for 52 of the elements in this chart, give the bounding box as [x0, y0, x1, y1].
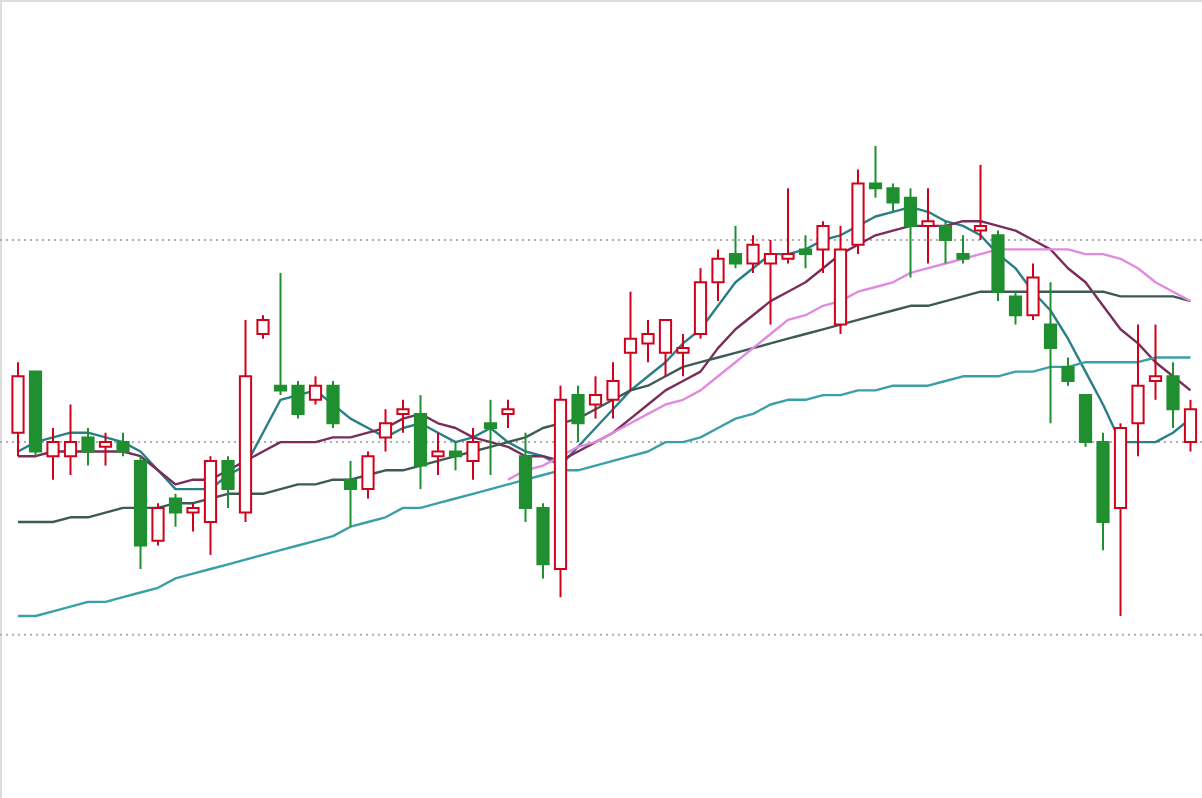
candlestick [1008, 290, 1023, 326]
candlestick [1061, 356, 1075, 387]
candlestick [326, 380, 340, 429]
candlestick [798, 234, 813, 270]
candlestick [168, 492, 183, 528]
candlestick [483, 398, 498, 476]
candlestick [728, 224, 743, 270]
candlestick [63, 403, 78, 476]
candlestick [781, 187, 795, 265]
candlestick [746, 234, 760, 274]
candlestick [921, 187, 935, 265]
candlestick [81, 427, 95, 467]
candlestick [763, 239, 778, 326]
candlestick [868, 145, 883, 199]
candlestick [711, 248, 725, 303]
candlestick [816, 220, 830, 274]
candlestick [973, 163, 988, 241]
candlestick [886, 182, 900, 213]
candlestick [308, 375, 323, 406]
candlestick [501, 398, 515, 429]
candlestick [291, 380, 305, 420]
candlestick [396, 398, 410, 434]
candlestick [676, 333, 690, 378]
candlestick [1166, 361, 1180, 429]
candlestick [361, 450, 375, 500]
candlestick [641, 318, 655, 364]
candlestick [1148, 323, 1163, 401]
candlestick [466, 427, 480, 481]
candlestick [938, 220, 953, 265]
candlestick [431, 431, 445, 476]
candlestick [273, 271, 288, 397]
candlestick [623, 290, 638, 392]
candlestick [956, 234, 970, 265]
candlestick [46, 427, 60, 481]
candlestick [448, 441, 463, 472]
candlestick [588, 375, 603, 420]
candlestick [151, 502, 165, 547]
candlestick [378, 408, 393, 453]
candlestick [98, 431, 113, 467]
candlestick [1026, 262, 1040, 321]
candlestick [1078, 394, 1093, 448]
candlestick [1043, 281, 1058, 425]
candlestick [903, 187, 918, 279]
candlestick [343, 459, 358, 528]
candlestick [571, 384, 585, 444]
candlestick [256, 314, 270, 340]
candlestick [606, 361, 620, 420]
candlestick [186, 502, 200, 533]
candlestick [1131, 323, 1145, 458]
candlestick [658, 318, 673, 378]
candlestick [221, 455, 235, 509]
candlestick [116, 431, 130, 458]
